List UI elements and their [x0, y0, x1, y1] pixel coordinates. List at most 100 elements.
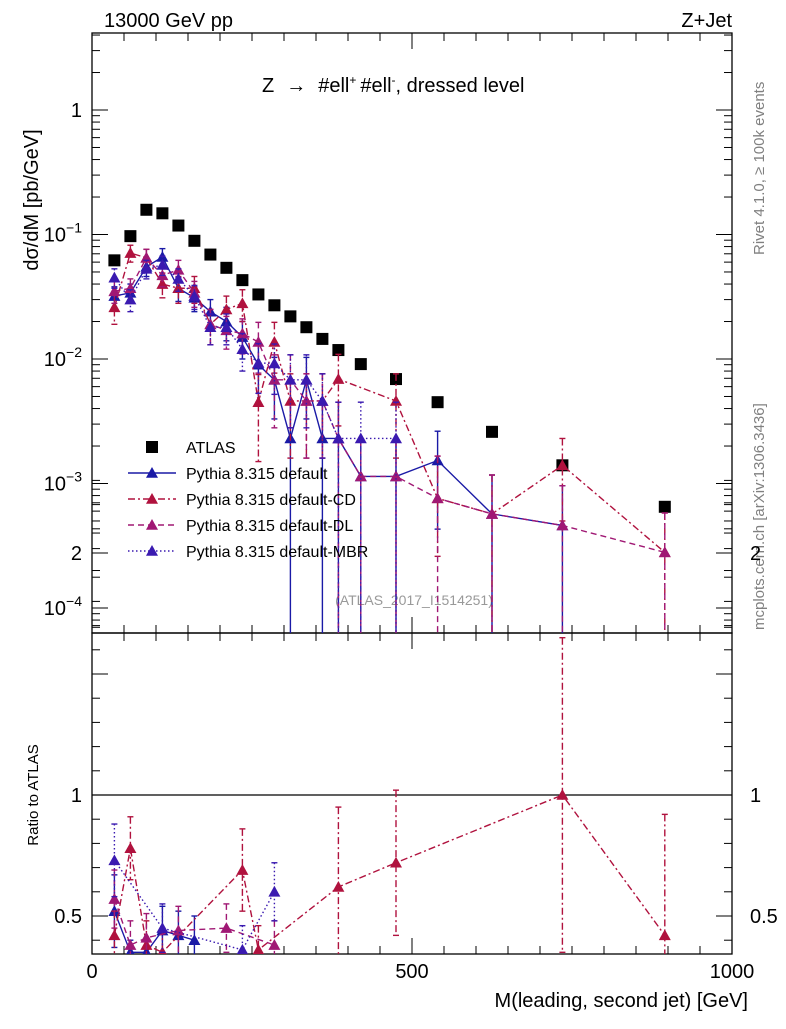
data-point: [172, 219, 185, 232]
series-marker: [188, 290, 201, 301]
series-marker: [268, 373, 281, 385]
data-point: [316, 332, 329, 345]
data-point: [268, 299, 281, 312]
series-marker: [268, 885, 281, 897]
data-point: [156, 207, 169, 220]
data-point: [236, 274, 249, 287]
legend-marker: [146, 545, 158, 556]
mcplots-side-label: mcplots.cern.ch [arXiv:1306.3436]: [751, 403, 768, 630]
title-z: Z: [262, 75, 274, 97]
series-marker: [124, 293, 137, 305]
series-layer: [108, 637, 671, 954]
series-marker: [390, 432, 402, 444]
ratio-y-tick-label-right: 2: [750, 543, 761, 565]
x-tick-label: 0: [86, 961, 97, 983]
series-marker: [124, 842, 137, 854]
series-marker: [332, 432, 345, 444]
series-marker: [140, 931, 153, 943]
series-marker: [431, 492, 444, 504]
series-marker: [126, 946, 135, 954]
series-marker: [236, 343, 249, 354]
series-marker: [108, 854, 121, 866]
y-tick-label-exponent: −1: [66, 220, 82, 236]
y-tick-label: 1: [71, 100, 82, 122]
series-marker: [236, 864, 249, 875]
series-marker: [108, 893, 121, 904]
y-tick-label-exponent: −3: [66, 469, 82, 485]
series-line: [113, 794, 666, 954]
series-marker: [252, 356, 265, 368]
analysis-watermark: (ATLAS_2017_I1514251): [335, 592, 493, 608]
data-point: [252, 288, 265, 301]
header-right-label: Z+Jet: [681, 10, 732, 32]
y-tick-label-mantissa: 10: [44, 225, 66, 247]
y-tick-label-mantissa: 10: [44, 349, 66, 371]
x-tick-label: 1000: [710, 961, 755, 983]
series-marker: [332, 373, 345, 384]
series-marker: [204, 321, 217, 333]
ratio-y-tick-label-left: 2: [71, 543, 82, 565]
series-marker: [108, 929, 121, 941]
y-tick-label: 10−4: [44, 593, 82, 620]
y-tick-label-exponent: −2: [66, 344, 82, 360]
ratio-panel-frame: [91, 632, 733, 955]
legend-label: ATLAS: [186, 440, 236, 457]
legend-marker-atlas: [146, 441, 158, 453]
series-marker: [236, 297, 249, 309]
series-marker: [556, 519, 569, 531]
data-point: [431, 396, 444, 409]
series-line: [114, 256, 665, 554]
series-marker: [354, 470, 367, 482]
series-marker: [486, 507, 498, 519]
ratio-series: [108, 637, 671, 954]
series-marker: [156, 922, 169, 933]
ratio-y-axis-label: Ratio to ATLAS: [25, 744, 42, 845]
ratio-y-tick-label-right: 0.5: [750, 906, 778, 928]
series-marker: [252, 396, 265, 407]
y-tick-label-exponent: −4: [66, 593, 82, 609]
y-tick-label: 10−3: [44, 469, 82, 496]
legend-label: Pythia 8.315 default-DL: [186, 518, 353, 535]
legend-label: Pythia 8.315 default-MBR: [186, 544, 368, 561]
series-marker: [354, 432, 367, 444]
series-marker: [220, 303, 233, 315]
header-left-label: 13000 GeV pp: [104, 10, 233, 32]
x-tick-label: 500: [395, 961, 428, 983]
rivet-side-label: Rivet 4.1.0, ≥ 100k events: [751, 82, 768, 255]
series-marker: [108, 271, 121, 283]
title-suffix: , dressed level: [396, 75, 525, 97]
title-ell-2: #ell: [360, 75, 391, 97]
series-marker: [172, 282, 185, 294]
data-point: [108, 254, 121, 267]
series-marker: [252, 943, 265, 954]
legend-label: Pythia 8.315 default-CD: [186, 492, 356, 509]
series-marker: [188, 934, 201, 945]
series-marker: [316, 394, 329, 406]
y-tick-label-mantissa: 10: [44, 598, 66, 620]
legend-marker: [146, 467, 158, 478]
legend-marker: [146, 493, 158, 504]
legend: ATLAS Pythia 8.315 default Pythia 8.315 de…: [128, 440, 368, 561]
ratio-y-tick-label-left: 1: [71, 785, 82, 807]
main-title: Z → #ell+ #ell-, dressed level: [262, 73, 524, 97]
legend-label: Pythia 8.315 default: [186, 466, 328, 483]
ratio-y-tick-label-left: 0.5: [54, 906, 82, 928]
data-point: [188, 234, 201, 247]
series-marker: [124, 247, 137, 258]
data-point: [220, 261, 233, 274]
title-minus: -: [392, 73, 396, 87]
main-series: [108, 203, 671, 633]
series-marker: [252, 335, 265, 347]
series-marker: [556, 789, 569, 800]
series-marker: [390, 470, 402, 482]
series-marker: [658, 546, 671, 558]
main-ticks: 110−110−210−310−4: [44, 33, 733, 633]
series-marker: [156, 258, 169, 270]
series-marker: [268, 939, 281, 950]
data-point: [204, 248, 217, 261]
series-layer: [108, 203, 671, 633]
y-tick-label: 10−1: [44, 220, 82, 247]
data-point: [332, 344, 345, 357]
